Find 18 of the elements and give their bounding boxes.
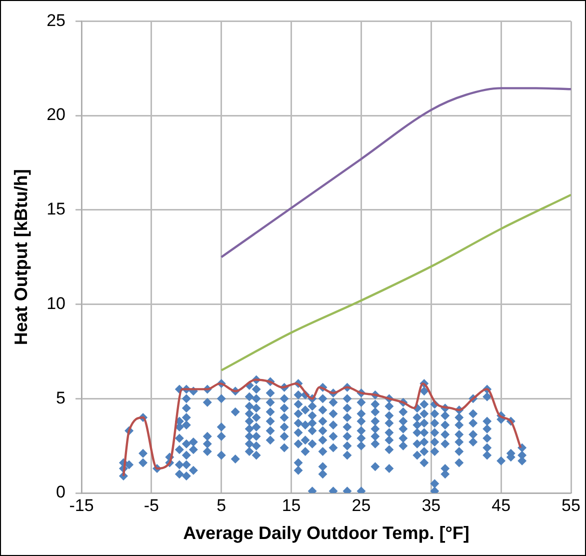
x-tick-label: 55	[562, 496, 580, 515]
y-tick-label: 15	[46, 200, 66, 219]
x-axis-title: Average Daily Outdoor Temp. [°F]	[183, 523, 470, 544]
y-tick-label: 10	[46, 294, 66, 313]
y-tick-label: 20	[46, 105, 66, 124]
y-axis-title: Heat Output [kBtu/h]	[10, 169, 31, 346]
x-tick-label: -15	[69, 496, 94, 515]
x-tick-label: 35	[422, 496, 441, 515]
y-tick-label: 5	[56, 388, 66, 408]
y-tick-label: 0	[56, 482, 66, 502]
x-tick-label: 45	[492, 496, 511, 515]
x-tick-label: 25	[352, 496, 371, 515]
x-tick-label: -5	[144, 496, 159, 515]
x-tick-label: 15	[282, 496, 301, 515]
line-series	[220, 194, 571, 372]
y-tick-label: 25	[46, 10, 66, 30]
line-series	[220, 87, 571, 258]
x-tick-label: 5	[216, 496, 226, 515]
